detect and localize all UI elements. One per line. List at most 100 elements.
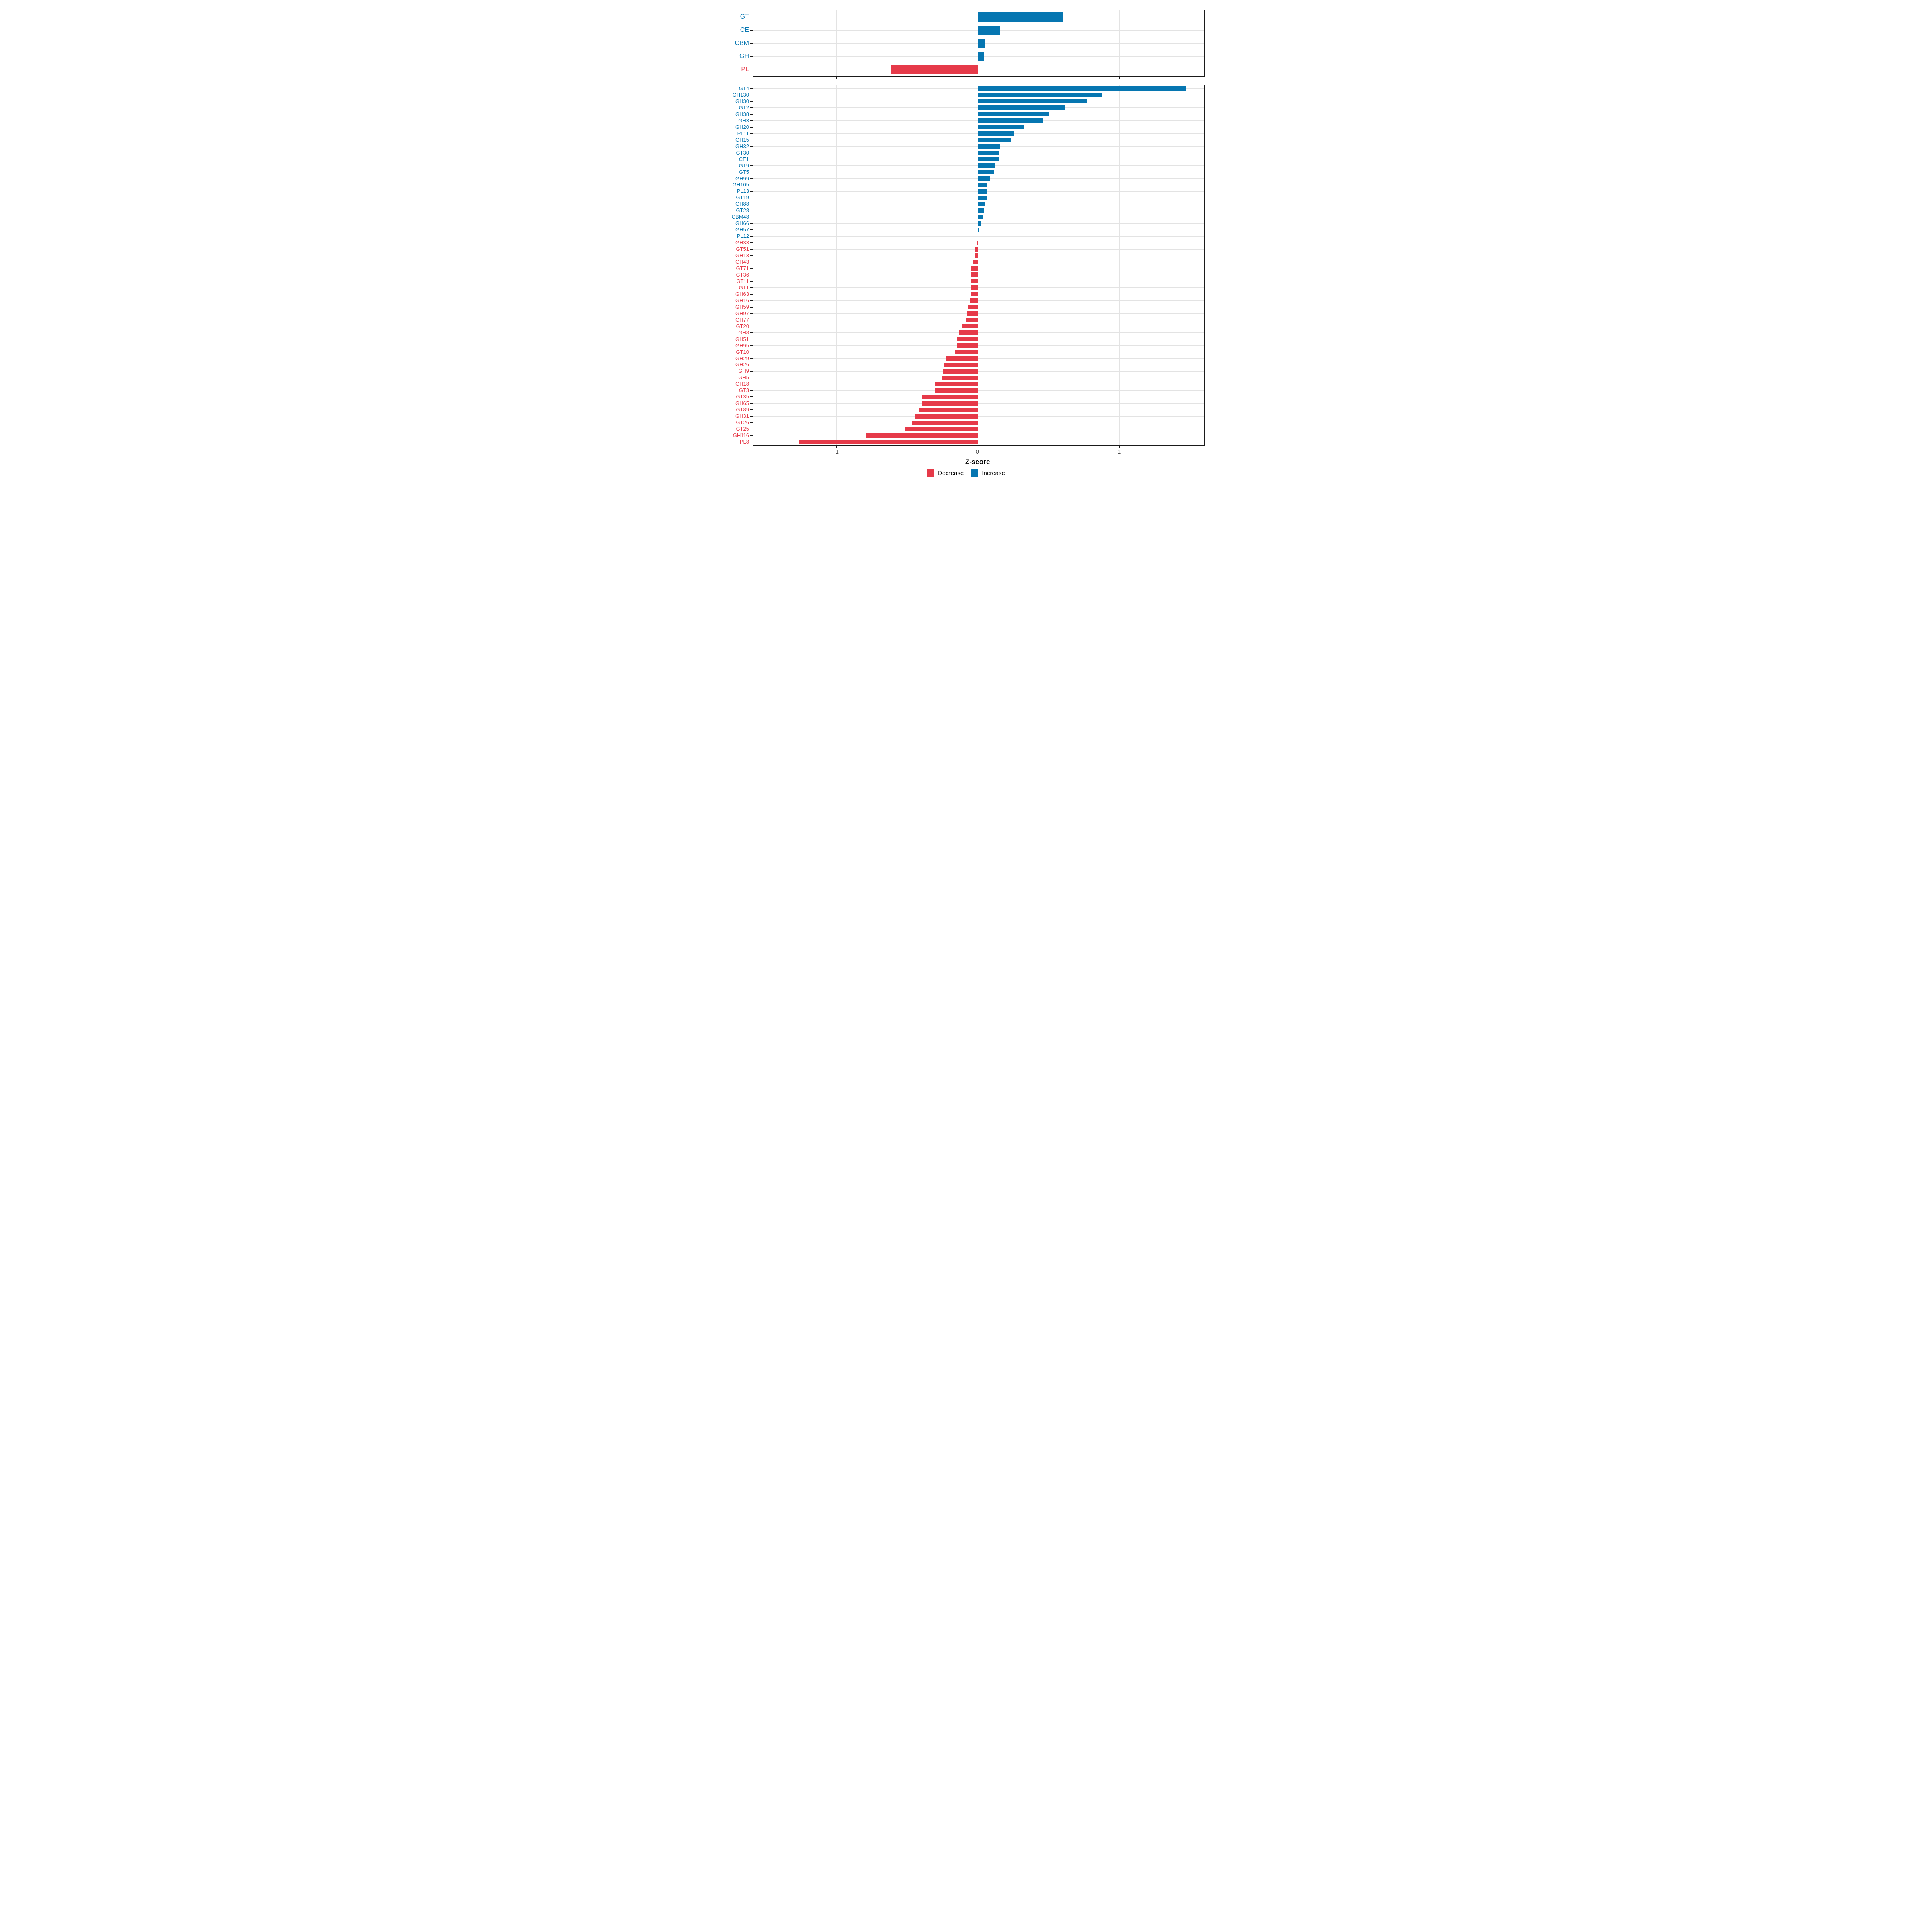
y-tick-mark [750,390,753,391]
bar-GT20 [962,324,978,329]
ylabel-GH: GH [739,53,749,60]
ylabel-GH51: GH51 [735,336,749,342]
ylabel-PL11: PL11 [737,130,749,136]
y-tick-mark [750,17,753,18]
y-tick-mark [750,351,753,353]
class-zscore-panel: GT CE CBM GH PL [735,10,1205,79]
bar-GT19 [978,195,987,200]
ylabel-GH15: GH15 [735,136,749,143]
legend-item-decrease: Decrease [927,469,964,477]
x-tick-mark [1119,76,1120,79]
y-tick-mark [750,332,753,333]
ylabel-GT: GT [740,13,749,20]
bar-GT11 [971,279,978,284]
y-tick-mark [750,416,753,417]
ylabel-GT3: GT3 [739,387,749,394]
x-tick-label-0: 0 [976,448,979,455]
bar-GT9 [978,163,996,168]
ylabel-GT36: GT36 [736,271,749,278]
y-tick-mark [750,345,753,346]
bar-PL13 [978,189,987,194]
legend-label: Increase [982,469,1005,477]
gridline-horizontal [753,249,1204,250]
ylabel-GT2: GT2 [739,104,749,111]
x-tick-label-1: 1 [1117,448,1121,455]
bar-GH33 [977,240,978,245]
x-tick-label--1: -1 [833,448,839,455]
ylabel-GH97: GH97 [735,310,749,316]
bar-GH57 [978,227,979,232]
y-tick-mark [750,43,753,44]
ylabel-GH18: GH18 [735,381,749,387]
bar-GH8 [958,330,978,335]
y-tick-mark [750,30,753,31]
bar-GH51 [957,337,978,342]
y-tick-mark [750,249,753,250]
gridline-horizontal [753,287,1204,288]
ylabel-GH29: GH29 [735,355,749,361]
gridline-horizontal [753,390,1204,391]
bar-GH3 [978,118,1043,123]
zscore-figure: GT CE CBM GH PL GT4 GH130 GH30 GT2 GH38 GH3 GH20 PL… [724,0,1208,483]
ylabel-GH130: GH130 [732,91,749,98]
gridline-horizontal [753,332,1204,333]
y-tick-mark [750,281,753,282]
y-tick-mark [750,178,753,179]
gridline-horizontal [753,416,1204,417]
y-tick-mark [750,159,753,160]
bar-PL [891,65,978,74]
y-tick-mark [750,242,753,243]
ylabel-GH31: GH31 [735,413,749,419]
ylabel-GH65: GH65 [735,400,749,407]
y-tick-mark [750,204,753,205]
bar-PL11 [978,131,1015,136]
y-tick-mark [750,268,753,269]
y-tick-mark [750,435,753,436]
bar-GT26 [912,420,978,425]
bar-CE1 [978,157,999,162]
gridline-horizontal [753,345,1204,346]
ylabel-GH5: GH5 [738,374,749,381]
ylabel-GH99: GH99 [735,175,749,182]
bar-GT28 [978,208,984,213]
y-tick-mark [750,171,753,173]
bar-GH77 [966,318,978,322]
y-tick-mark [750,396,753,398]
bar-GT71 [971,266,978,271]
ylabel-PL: PL [741,66,749,73]
ylabel-GH30: GH30 [735,98,749,104]
ylabel-GH38: GH38 [735,111,749,117]
ylabel-CE1: CE1 [739,156,749,162]
bar-GT [978,12,1063,22]
y-tick-mark [750,287,753,288]
legend-swatch-increase [971,469,978,477]
bar-GH130 [978,93,1102,97]
bar-CBM48 [978,215,983,219]
bar-GH26 [943,362,978,367]
y-tick-mark [750,101,753,102]
legend: Decrease Increase [724,469,1208,477]
y-tick-mark [750,133,753,134]
ylabel-GH9: GH9 [738,368,749,374]
ylabel-GH33: GH33 [735,239,749,246]
gridline-horizontal [753,358,1204,359]
ylabel-CBM48: CBM48 [731,214,749,220]
bar-GT2 [978,105,1065,110]
bar-GH88 [978,202,985,206]
bar-GH16 [970,298,978,303]
y-tick-mark [750,229,753,230]
bar-GT3 [935,388,978,393]
ylabel-GH57: GH57 [735,227,749,233]
bar-GH15 [978,138,1011,142]
bar-CE [978,26,1000,35]
ylabel-GH66: GH66 [735,220,749,227]
bar-GH43 [972,260,978,264]
ylabel-PL12: PL12 [737,233,749,239]
bar-PL12 [978,234,979,239]
y-tick-mark [750,184,753,186]
ylabel-PL8: PL8 [739,439,749,445]
bar-GH63 [971,292,978,297]
ylabel-CE: CE [740,26,749,33]
y-tick-mark [750,223,753,224]
ylabel-GT71: GT71 [736,265,749,271]
